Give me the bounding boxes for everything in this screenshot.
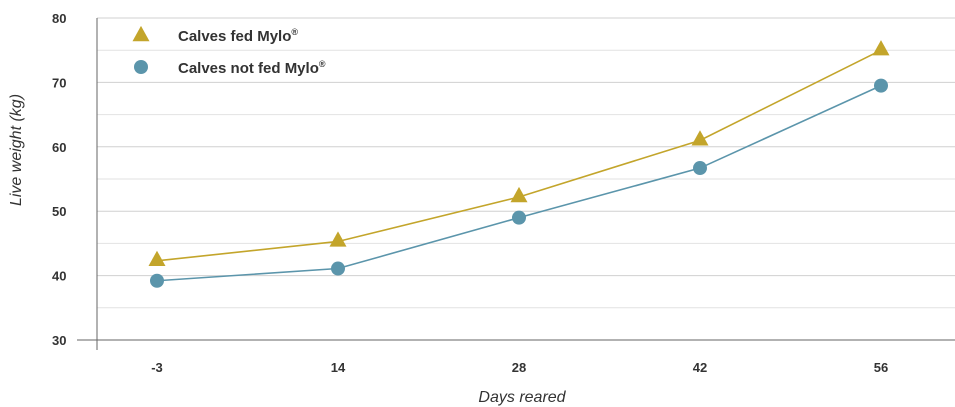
x-tick-label: 42 xyxy=(693,360,707,375)
legend-triangle-marker xyxy=(132,25,150,42)
x-tick-labels: -3 14 28 42 56 xyxy=(151,360,888,375)
x-tick-label: 14 xyxy=(331,360,346,375)
legend: Calves fed Mylo® Calves not fed Mylo® xyxy=(132,25,326,77)
y-axis-title: Live weight (kg) xyxy=(8,94,25,206)
data-point-circle xyxy=(512,210,526,225)
data-point-triangle xyxy=(148,250,166,266)
y-tick-label: 40 xyxy=(52,269,66,284)
data-point-circle xyxy=(693,161,707,176)
legend-item-not-fed: Calves not fed Mylo® xyxy=(134,59,326,77)
x-tick-label: -3 xyxy=(151,360,163,375)
data-point-triangle xyxy=(510,186,528,203)
x-tick-label: 56 xyxy=(874,360,888,375)
y-tick-label: 80 xyxy=(52,11,66,26)
data-point-circle xyxy=(331,261,345,276)
y-tick-label: 50 xyxy=(52,204,66,219)
legend-label-not-fed: Calves not fed Mylo® xyxy=(178,59,326,77)
data-point-triangle xyxy=(691,130,709,146)
axes xyxy=(77,18,955,350)
data-point-circle xyxy=(874,78,888,93)
y-tick-label: 30 xyxy=(52,333,66,348)
series-layer xyxy=(148,40,890,288)
y-tick-label: 70 xyxy=(52,75,66,90)
data-point-triangle xyxy=(329,231,347,247)
data-point-triangle xyxy=(872,40,890,56)
data-point-circle xyxy=(150,273,164,288)
series-line-0 xyxy=(156,49,882,262)
y-tick-labels: 30 40 50 60 70 80 xyxy=(52,11,66,348)
legend-circle-marker xyxy=(134,60,148,74)
legend-item-fed: Calves fed Mylo® xyxy=(132,25,298,45)
y-tick-label: 60 xyxy=(52,140,66,155)
legend-label-fed: Calves fed Mylo® xyxy=(178,27,298,45)
x-axis-title: Days reared xyxy=(478,389,566,406)
x-tick-label: 28 xyxy=(512,360,526,375)
